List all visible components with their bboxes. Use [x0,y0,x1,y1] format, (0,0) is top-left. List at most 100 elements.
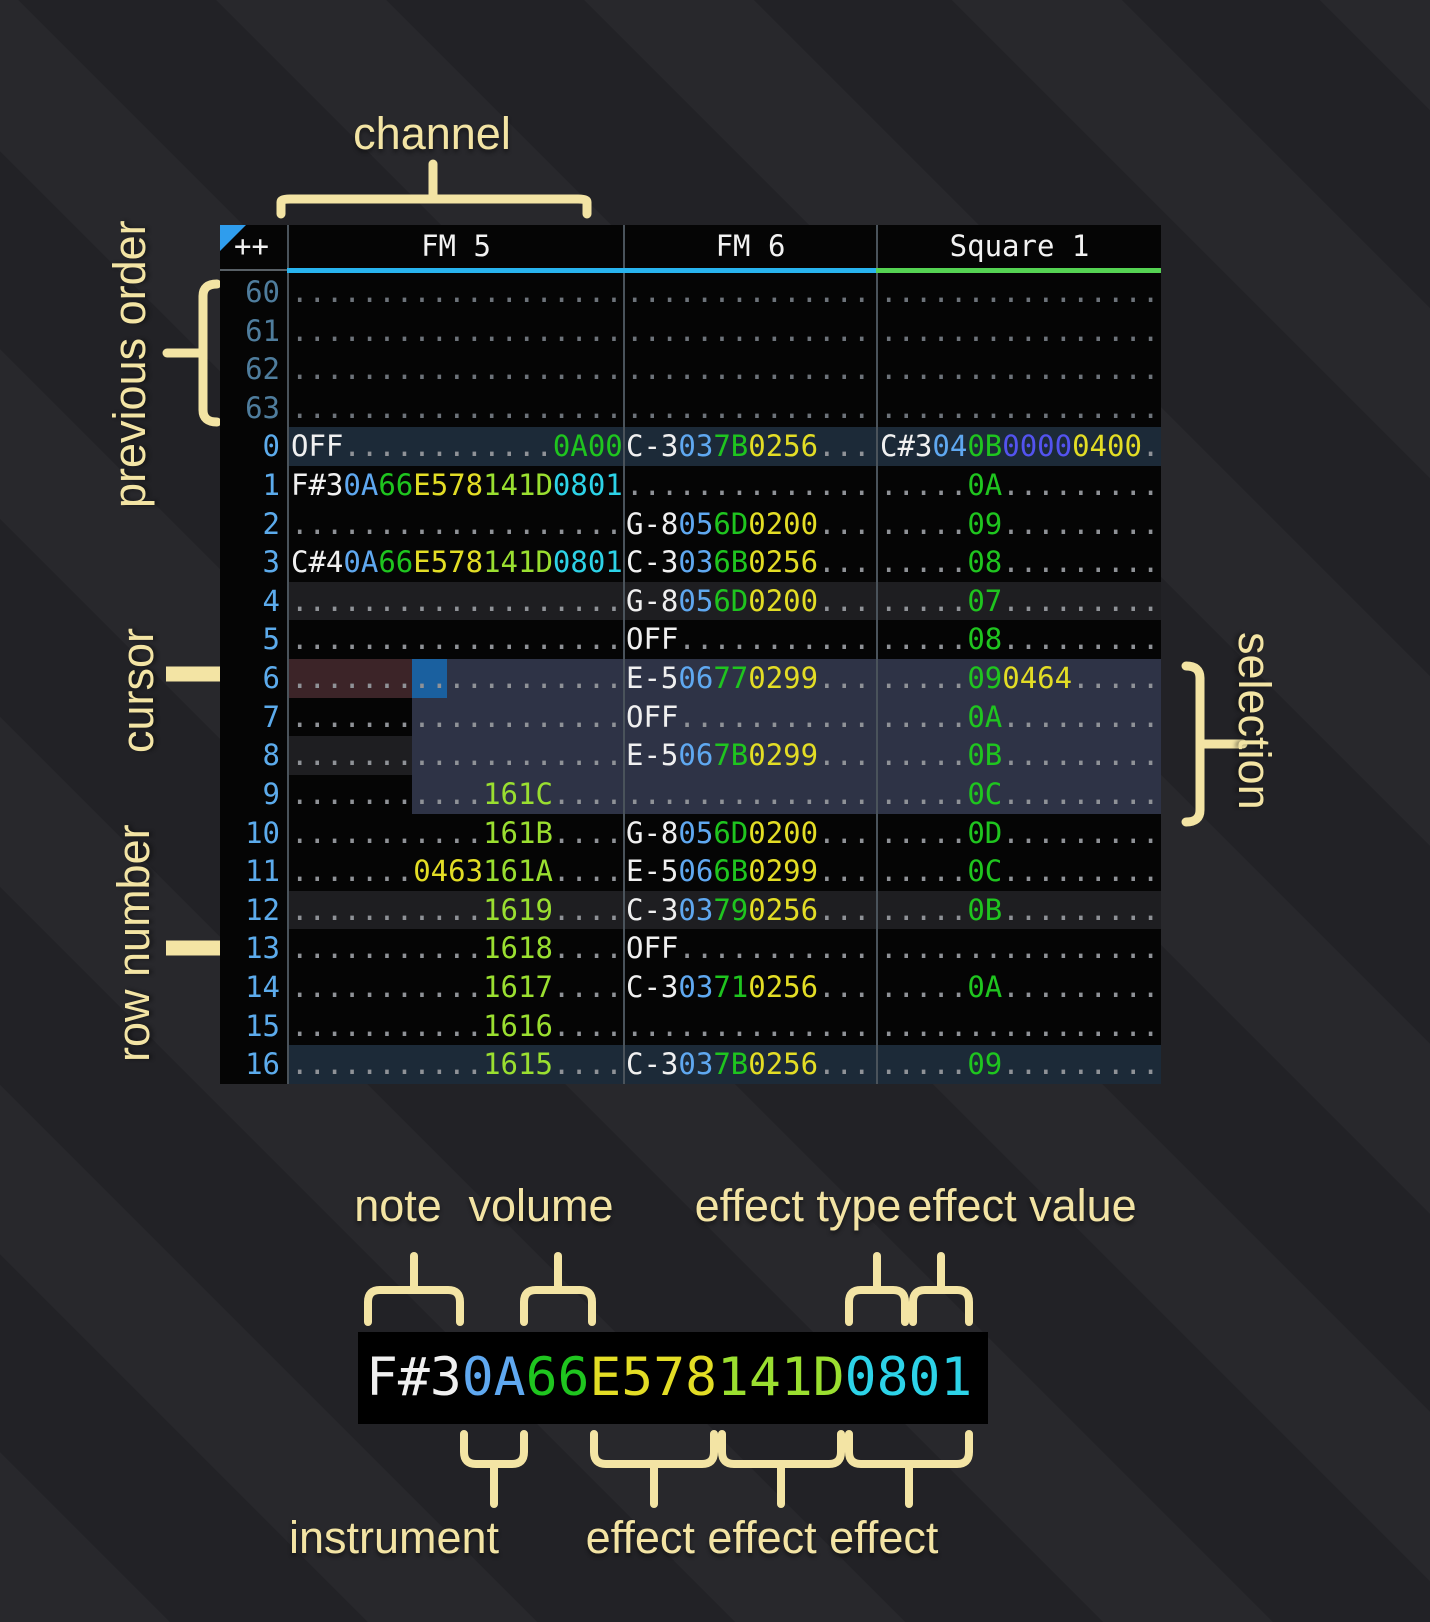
pattern-row-15[interactable]: 15 ...........1616.......................… [220,1006,1161,1046]
cell-square1[interactable]: .....090464..... [876,659,1161,698]
cell-square1[interactable]: .....08......... [876,543,1161,582]
cell-fm6[interactable]: OFF........... [623,620,876,660]
cell-fm5[interactable]: ................... [287,504,623,544]
pattern-field: ......... [1002,776,1160,811]
pattern-row-63[interactable]: 63......................................… [220,388,1161,428]
pattern-row-7[interactable]: 7................... OFF........... .....0… [220,697,1161,737]
cell-fm5[interactable]: ................... [287,581,623,621]
cell-fm5[interactable]: ...........161B.... [287,813,623,853]
pattern-row-62[interactable]: 62......................................… [220,350,1161,389]
cell-fm6[interactable]: E-5066B0299... [623,852,876,891]
pattern-rows[interactable]: 60......................................… [220,273,1161,1084]
cell-fm5[interactable]: ................... [287,273,623,312]
cell-square1[interactable]: .....0B......... [876,890,1161,930]
channel-header-square-1[interactable]: Square 1 [876,225,1161,268]
cell-square1[interactable]: .....0A......... [876,466,1161,505]
pattern-row-16[interactable]: 16 ...........1615.... C-3037B0256........… [220,1045,1161,1084]
pattern-row-2[interactable]: 2................... G-8056D0200... .....0… [220,504,1161,544]
cell-square1[interactable]: .....09......... [876,504,1161,544]
cell-fm6[interactable]: .............. [623,350,876,389]
cell-square1[interactable]: .....0B......... [876,736,1161,775]
cell-fm5[interactable]: ................... [287,388,623,428]
pattern-row-10[interactable]: 10 ...........161B.... G-8056D0200........… [220,813,1161,853]
pattern-row-8[interactable]: 8................... E-5067B0299... .....0… [220,736,1161,775]
cell-fm6[interactable]: .............. [623,388,876,428]
cell-square1[interactable]: .....09......... [876,1045,1161,1084]
cell-fm5[interactable]: C#40A66E578141D0801 [287,543,623,582]
cell-fm5[interactable]: ...........1616.... [287,1006,623,1046]
cell-fm6[interactable]: G-8056D0200... [623,581,876,621]
cell-fm6[interactable]: C-3037B0256... [623,1045,876,1084]
cell-square1[interactable]: ................ [876,311,1161,351]
cell-fm5[interactable]: ...........161C.... [287,774,623,814]
cell-fm6[interactable]: OFF........... [623,929,876,968]
cell-fm6[interactable]: .............. [623,311,876,351]
pattern-field: .............. [626,390,871,425]
cell-fm5[interactable]: F#30A66E578141D0801 [287,466,623,505]
cell-fm6[interactable]: OFF........... [623,697,876,737]
cell-fm6[interactable]: C-303790256... [623,890,876,930]
cell-square1[interactable]: ................ [876,929,1161,968]
cell-fm5[interactable]: ...........1618.... [287,929,623,968]
cell-square1[interactable]: ................ [876,1006,1161,1046]
cell-fm6[interactable]: .............. [623,1006,876,1046]
cell-fm6[interactable]: C-303710256... [623,967,876,1007]
cell-square1[interactable]: .....08......... [876,620,1161,660]
cell-square1[interactable]: .....0A......... [876,967,1161,1007]
pattern-field: 0A00 [552,429,623,464]
pattern-row-3[interactable]: 3 C#40A66E578141D0801 C-3036B0256... .....0… [220,543,1161,582]
pattern-row-9[interactable]: 9 ...........161C.................. .....0… [220,774,1161,814]
pattern-field: 6D [713,506,749,541]
cell-fm6[interactable]: E-506770299... [623,659,876,698]
order-add-button[interactable]: ++ [220,225,287,268]
channel-header-fm-5[interactable]: FM 5 [287,225,623,268]
cell-fm5[interactable]: ................... [287,620,623,660]
pattern-row-0[interactable]: 0 OFF............0A00 C-3037B0256... C#3040… [220,427,1161,467]
cell-fm5[interactable]: .......0463161A.... [287,852,623,891]
cell-square1[interactable]: .....07......... [876,581,1161,621]
cell-square1[interactable]: .....0D......... [876,813,1161,853]
cell-fm5[interactable]: ...........1617.... [287,967,623,1007]
cell-fm6[interactable]: .............. [623,466,876,505]
pattern-editor[interactable]: ++ FM 5 FM 6 Square 1 60..................… [220,225,1161,1084]
cell-fm6[interactable]: G-8056D0200... [623,504,876,544]
pattern-row-60[interactable]: 60......................................… [220,273,1161,312]
pattern-field: 05 [678,583,714,618]
cell-fm6[interactable]: .............. [623,273,876,312]
pattern-row-1[interactable]: 1 F#30A66E578141D0801.............. .....0… [220,466,1161,505]
cell-fm5[interactable]: ...........1619.... [287,890,623,930]
pattern-row-61[interactable]: 61......................................… [220,311,1161,351]
cell-square1[interactable]: ................ [876,350,1161,389]
pattern-row-12[interactable]: 12 ...........1619.... C-303790256........… [220,890,1161,930]
cell-fm5[interactable]: ................... [287,659,623,698]
cell-fm6[interactable]: E-5067B0299... [623,736,876,775]
cell-square1[interactable]: ................ [876,388,1161,428]
cell-square1[interactable]: C#3040B00000400. [876,427,1161,467]
row-number: 11 [220,852,287,891]
effect-type-label: effect type [694,1180,902,1231]
cell-fm5[interactable]: ................... [287,311,623,351]
pattern-row-5[interactable]: 5................... OFF........... .....0… [220,620,1161,660]
pattern-row-11[interactable]: 11 .......0463161A.... E-5066B0299........… [220,852,1161,891]
cell-fm6[interactable]: C-3036B0256... [623,543,876,582]
pattern-row-14[interactable]: 14 ...........1617.... C-303710256........… [220,967,1161,1007]
channel-header-fm-6[interactable]: FM 6 [623,225,876,268]
pattern-row-4[interactable]: 4................... G-8056D0200... .....0… [220,581,1161,621]
cell-fm6[interactable]: .............. [623,774,876,814]
pattern-field: ........... [291,1008,484,1043]
cell-fm5[interactable]: ................... [287,736,623,775]
cell-square1[interactable]: .....0C......... [876,852,1161,891]
cell-fm6[interactable]: C-3037B0256... [623,427,876,467]
cell-square1[interactable]: .....0A......... [876,697,1161,737]
cell-fm5[interactable]: ................... [287,350,623,389]
cell-fm6[interactable]: G-8056D0200... [623,813,876,853]
cell-square1[interactable]: .....0C......... [876,774,1161,814]
cell-fm5[interactable]: ................... [287,697,623,737]
cell-square1[interactable]: ................ [876,273,1161,312]
pattern-field: .............. [626,352,871,387]
pattern-row-6[interactable]: 6................... E-506770299... .....0… [220,659,1161,698]
cell-fm5[interactable]: ...........1615.... [287,1045,623,1084]
pattern-row-13[interactable]: 13 ...........1618.... OFF................… [220,929,1161,968]
pattern-field: ................... [291,506,623,541]
cell-fm5[interactable]: OFF............0A00 [287,427,623,467]
